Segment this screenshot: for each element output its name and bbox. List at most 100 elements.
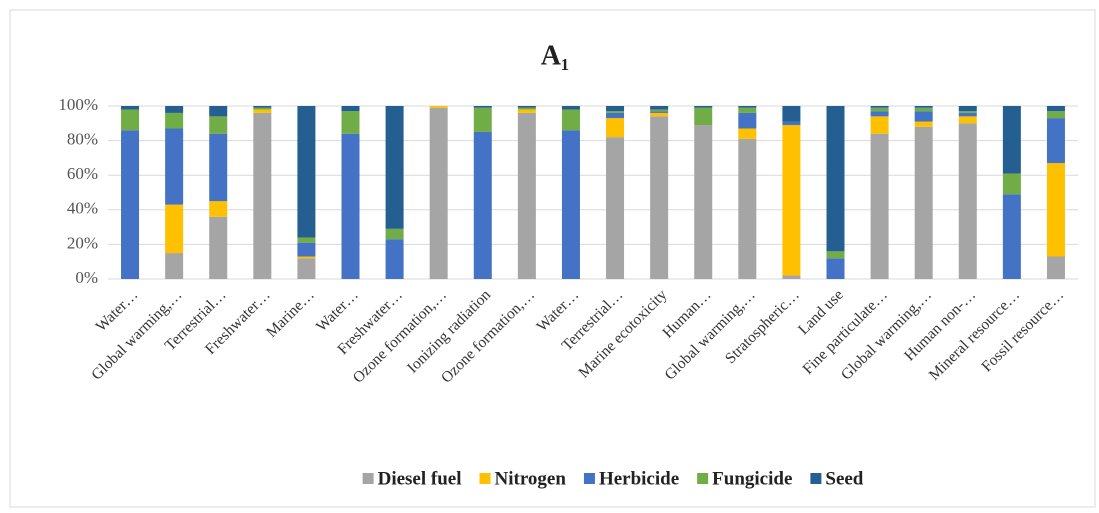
bar-segment [694, 107, 713, 126]
bar-segment [297, 237, 316, 243]
chart-border [9, 9, 1096, 508]
bar-segment [650, 112, 669, 117]
bar-segment [1002, 173, 1021, 195]
bar-segment [209, 133, 228, 202]
legend-swatch [583, 473, 595, 484]
legend-label: Fungicide [712, 468, 792, 489]
bar-segment [958, 106, 977, 112]
bar-segment [561, 130, 580, 279]
bar-segment [473, 107, 492, 132]
bar-segment [606, 118, 625, 138]
bar-segment [429, 107, 448, 279]
bar-segment [738, 128, 757, 139]
bar-segment [517, 107, 536, 110]
bar-segment [826, 251, 845, 259]
bar-segment [826, 106, 845, 252]
legend-label: Nitrogen [495, 468, 567, 489]
bar-segment [1002, 106, 1021, 174]
bar-segment [121, 130, 140, 279]
bar-segment [385, 106, 404, 229]
bar-segment [958, 116, 977, 124]
bar-segment [473, 106, 492, 108]
bar-segment [209, 201, 228, 217]
bar-segment [782, 106, 801, 122]
bar-segment [650, 106, 669, 110]
bar-segment [914, 121, 933, 127]
bar-segment [958, 111, 977, 113]
bar-segment [253, 109, 272, 113]
legend-label: Seed [825, 468, 863, 489]
bar-segment [165, 128, 184, 205]
bar-segment [165, 106, 184, 113]
bar-segment [385, 228, 404, 240]
bar-segment [738, 107, 757, 113]
y-tick-label: 40% [67, 199, 98, 218]
bar-segment [517, 109, 536, 113]
bar-segment [606, 137, 625, 279]
bar-segment [694, 125, 713, 279]
bar-segment [297, 106, 316, 238]
bar-segment [650, 109, 669, 112]
bar-segment [517, 112, 536, 279]
bar-segment [1046, 118, 1065, 164]
bar-segment [958, 112, 977, 117]
bar-segment [121, 109, 140, 131]
bar-segment [341, 133, 360, 279]
y-tick-label: 20% [67, 233, 98, 252]
bar-segment [561, 109, 580, 131]
bar-segment [782, 121, 801, 126]
bar-segment [121, 106, 140, 110]
legend-swatch [697, 473, 709, 484]
y-tick-label: 100% [58, 95, 98, 114]
bar-segment [606, 112, 625, 119]
bar-segment [1046, 106, 1065, 112]
bar-segment [429, 106, 448, 108]
bar-segment [385, 239, 404, 279]
bar-segment [1046, 163, 1065, 257]
bar-segment [297, 256, 316, 259]
bar-segment [738, 112, 757, 129]
bar-segment [650, 116, 669, 279]
bar-segment [738, 106, 757, 108]
chart-title: A₁ [541, 40, 570, 71]
legend-label: Diesel fuel [378, 468, 462, 489]
bar-segment [870, 107, 889, 112]
bar-segment [253, 107, 272, 110]
bar-segment [914, 106, 933, 108]
bar-segment [914, 107, 933, 112]
bar-segment [870, 106, 889, 108]
bar-segment [914, 126, 933, 279]
legend-swatch [810, 473, 822, 484]
bar-segment [341, 106, 360, 112]
bar-segment [297, 242, 316, 257]
bar-segment [738, 138, 757, 279]
legend-swatch [362, 473, 374, 484]
bar-segment [870, 133, 889, 279]
bar-segment [694, 106, 713, 108]
bar-segment [606, 106, 625, 112]
bar-segment [650, 111, 669, 113]
bar-segment [606, 111, 625, 113]
bar-segment [209, 216, 228, 279]
bar-segment [782, 125, 801, 276]
bar-segment [253, 106, 272, 108]
y-tick-label: 0% [75, 268, 98, 287]
bar-segment [165, 204, 184, 254]
bar-segment [1002, 194, 1021, 279]
y-tick-label: 80% [67, 130, 98, 149]
bar-segment [914, 111, 933, 122]
bar-segment [165, 112, 184, 129]
bar-segment [209, 116, 228, 134]
legend-swatch [479, 473, 491, 484]
bar-segment [297, 258, 316, 279]
bar-segment [1046, 111, 1065, 119]
bar-segment [473, 131, 492, 279]
bar-segment [253, 112, 272, 279]
bar-segment [341, 111, 360, 134]
bar-segment [209, 106, 228, 117]
bar-segment [782, 275, 801, 279]
bar-segment [1046, 256, 1065, 279]
bar-segment [958, 123, 977, 279]
bar-segment [517, 106, 536, 108]
